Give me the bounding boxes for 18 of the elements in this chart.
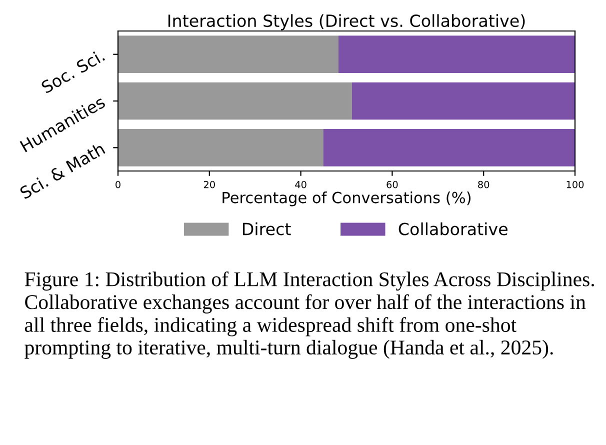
legend-label: Direct: [242, 222, 291, 236]
x-tick-label: 40: [295, 180, 306, 188]
x-tick-label: 20: [204, 180, 215, 188]
caption: Figure 1: Distribution of LLM Interaction Styles Across Disciplines. Collaborative exchanges account for over half of the interactions in all three fields, indicating a widespread shift from one-shot prompting to iterative, multi-turn dialogue (Handa et al., 2025).: [24, 271, 594, 359]
bar: [352, 82, 575, 120]
x-tick-label: 80: [478, 180, 490, 188]
x-axis-title: Percentage of Conversations (%): [222, 192, 470, 206]
x-tick-label: 100: [566, 180, 584, 188]
x-tick-label: 0: [116, 180, 120, 188]
legend-label: Collaborative: [398, 222, 508, 236]
bar: [338, 36, 575, 73]
x-tick-label: 60: [386, 180, 398, 188]
y-tick-label: Soc. Sci.: [40, 48, 106, 94]
bar: [118, 36, 338, 73]
bar: [118, 129, 324, 166]
bar: [323, 129, 575, 166]
bar: [118, 82, 352, 120]
chart-title: Interaction Styles (Direct vs. Collaborative): [168, 14, 525, 30]
